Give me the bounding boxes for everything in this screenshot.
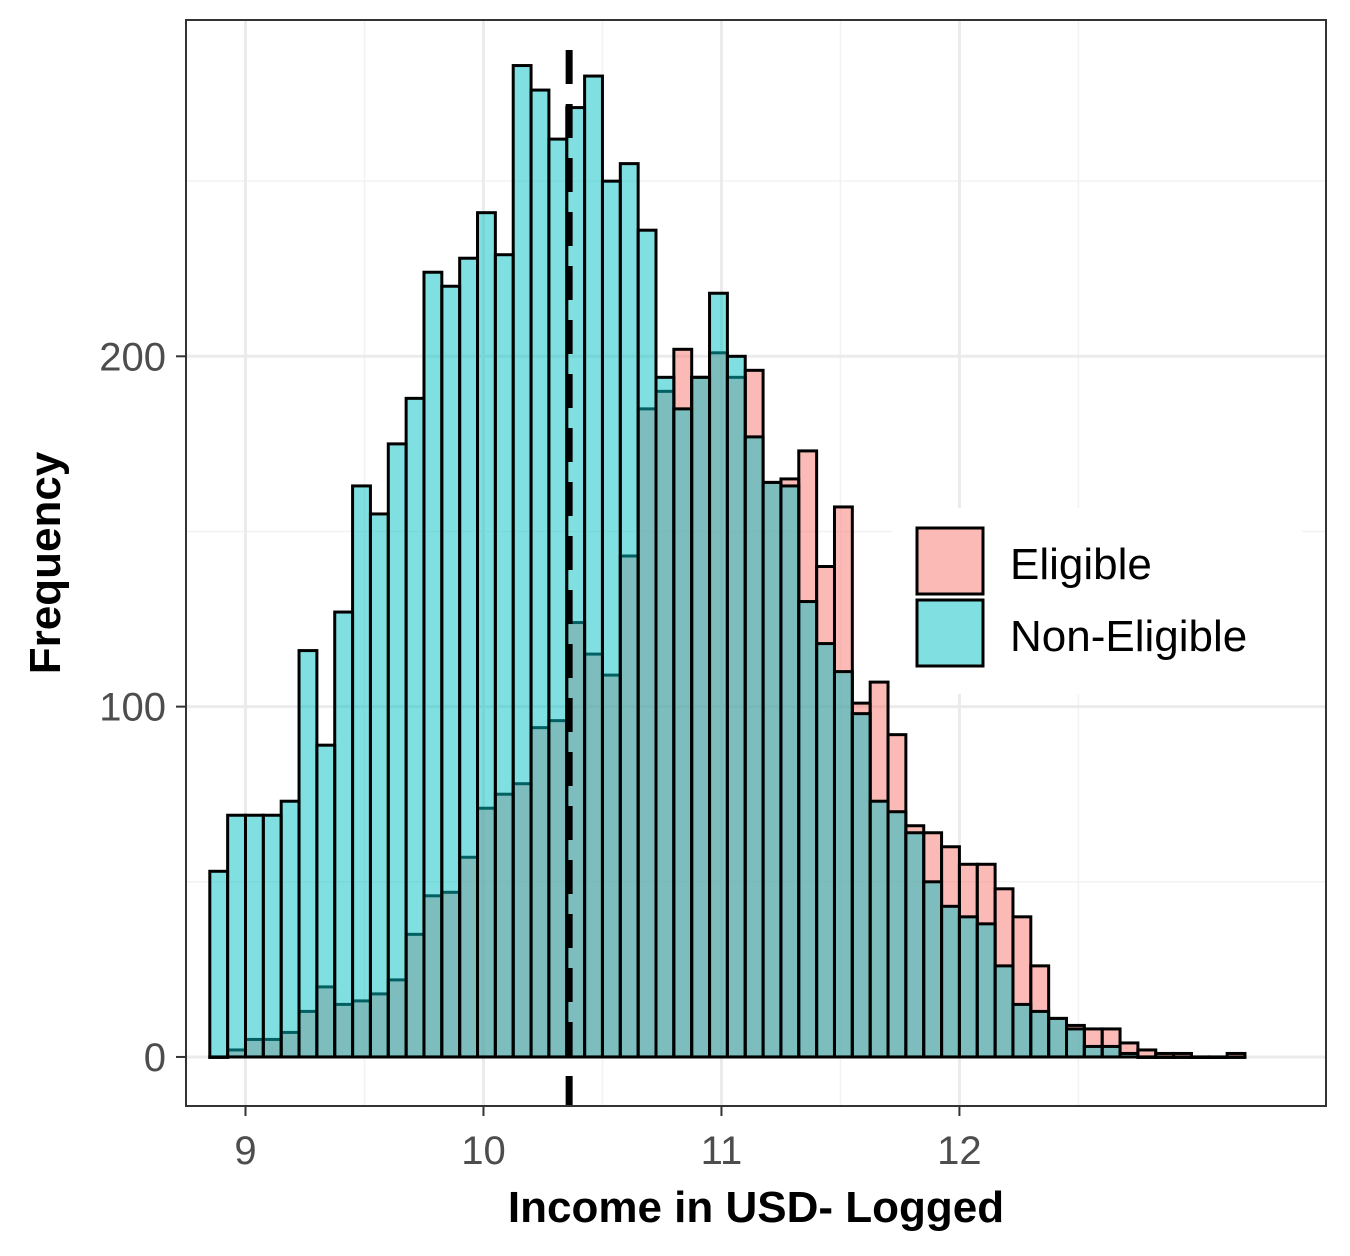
bar-non-eligible xyxy=(511,64,533,1059)
x-tick-label: 11 xyxy=(701,1129,743,1173)
bar-non-eligible xyxy=(404,396,426,1059)
y-tick-label: 100 xyxy=(99,686,166,730)
bar-non-eligible xyxy=(351,484,372,1059)
bar-non-eligible xyxy=(779,484,801,1059)
bar-non-eligible xyxy=(261,813,283,1059)
x-axis-ticks: 9 10 11 12 xyxy=(234,1106,982,1173)
bar-non-eligible xyxy=(208,869,230,1059)
bar-non-eligible xyxy=(297,649,319,1059)
bar-non-eligible xyxy=(226,813,247,1059)
bar-non-eligible xyxy=(1065,1027,1086,1059)
x-tick-label: 12 xyxy=(937,1129,982,1173)
bar-non-eligible xyxy=(279,799,301,1059)
bar-non-eligible xyxy=(1172,1055,1193,1059)
bar-non-eligible xyxy=(315,743,337,1059)
bar-non-eligible xyxy=(422,270,444,1059)
y-tick-label: 200 xyxy=(99,335,166,379)
legend: Eligible Non-Eligible xyxy=(892,508,1302,694)
bar-non-eligible xyxy=(940,904,961,1059)
legend-key-eligible xyxy=(915,526,985,596)
bar-non-eligible xyxy=(850,712,872,1059)
bar-non-eligible xyxy=(654,375,676,1059)
bar-non-eligible xyxy=(243,813,265,1059)
y-axis-title: Frequency xyxy=(21,451,70,674)
bar-non-eligible xyxy=(1047,1016,1069,1059)
bar-non-eligible xyxy=(1082,1044,1104,1059)
bar-non-eligible xyxy=(922,880,944,1059)
legend-key-non-eligible xyxy=(915,598,985,668)
legend-label-non-eligible: Non-Eligible xyxy=(1010,612,1247,661)
bar-non-eligible xyxy=(1100,1044,1122,1059)
bar-non-eligible xyxy=(743,435,765,1059)
legend-label-eligible: Eligible xyxy=(1010,540,1152,589)
bar-non-eligible xyxy=(1225,1055,1247,1059)
bar-non-eligible xyxy=(868,799,890,1059)
x-tick-label: 9 xyxy=(234,1129,256,1173)
bar-non-eligible xyxy=(797,600,819,1059)
bar-non-eligible xyxy=(815,642,836,1059)
bar-non-eligible xyxy=(493,253,515,1059)
bar-non-eligible xyxy=(708,291,729,1059)
y-tick-label: 0 xyxy=(144,1036,166,1080)
bar-non-eligible xyxy=(333,610,355,1059)
bar-non-eligible xyxy=(886,810,908,1059)
x-axis-title: Income in USD- Logged xyxy=(508,1183,1004,1232)
bar-non-eligible xyxy=(1154,1055,1176,1059)
bar-non-eligible xyxy=(386,442,408,1059)
bar-non-eligible xyxy=(1011,1002,1033,1059)
bar-non-eligible xyxy=(618,162,640,1059)
bar-non-eligible xyxy=(583,74,604,1059)
bar-non-eligible xyxy=(1136,1055,1158,1059)
bar-non-eligible xyxy=(600,179,622,1059)
bar-non-eligible xyxy=(993,964,1015,1059)
bar-non-eligible xyxy=(690,375,712,1059)
bar-non-eligible xyxy=(547,137,569,1059)
bar-non-eligible xyxy=(761,480,783,1059)
y-axis-ticks: 0 100 200 xyxy=(99,335,186,1080)
bars-non-eligible xyxy=(208,64,1247,1059)
bar-non-eligible xyxy=(636,228,658,1059)
bar-non-eligible xyxy=(904,831,926,1059)
bar-non-eligible xyxy=(832,670,854,1059)
bar-non-eligible xyxy=(672,407,694,1059)
bar-non-eligible xyxy=(1207,1055,1229,1059)
bar-non-eligible xyxy=(957,915,979,1059)
bar-non-eligible xyxy=(725,354,747,1059)
bar-non-eligible xyxy=(368,512,390,1059)
bar-non-eligible xyxy=(975,922,997,1059)
bar-non-eligible xyxy=(1118,1051,1140,1059)
bar-non-eligible xyxy=(529,88,551,1059)
bar-non-eligible xyxy=(458,256,480,1059)
x-tick-label: 10 xyxy=(461,1129,506,1173)
bar-non-eligible xyxy=(1189,1055,1211,1059)
bar-non-eligible xyxy=(1029,1009,1051,1059)
bar-non-eligible xyxy=(440,284,462,1059)
plot-border xyxy=(185,19,1327,1107)
bar-non-eligible xyxy=(476,211,497,1059)
